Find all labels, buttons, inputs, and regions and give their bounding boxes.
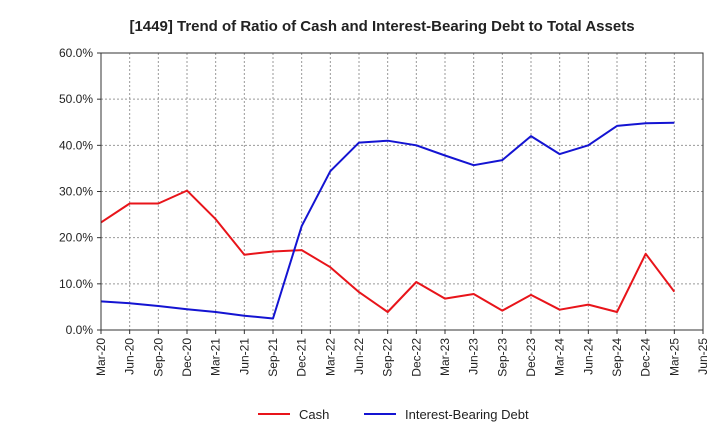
y-tick-label: 10.0%: [59, 277, 93, 291]
y-tick-label: 30.0%: [59, 185, 93, 199]
x-axis: Mar-20 Jun-20 Sep-20 Dec-20 Mar-21 Jun-21 Sep-…: [94, 330, 710, 377]
x-tick-label: Dec-22: [409, 338, 423, 377]
x-tick-label: Jun-23: [467, 338, 481, 375]
x-tick-label: Jun-24: [581, 338, 595, 375]
series-line-1: [100, 121, 675, 320]
y-tick-label: 40.0%: [59, 138, 93, 152]
x-tick-label: Mar-23: [438, 338, 452, 376]
x-tick-label: Jun-20: [123, 338, 137, 375]
x-tick-label: Sep-20: [151, 338, 165, 377]
x-tick-label: Sep-24: [610, 338, 624, 377]
x-tick-label: Mar-20: [94, 338, 108, 376]
y-tick-label: 0.0%: [66, 323, 94, 337]
y-tick-label: 50.0%: [59, 92, 93, 106]
x-tick-label: Jun-25: [696, 338, 710, 375]
x-tick-label: Mar-25: [667, 338, 681, 376]
x-tick-label: Jun-22: [352, 338, 366, 375]
y-tick-label: 60.0%: [59, 46, 93, 60]
x-tick-label: Mar-21: [209, 338, 223, 376]
x-tick-label: Dec-24: [639, 338, 653, 377]
x-tick-label: Sep-23: [495, 338, 509, 377]
x-tick-label: Dec-23: [524, 338, 538, 377]
x-tick-label: Sep-22: [381, 338, 395, 377]
legend: Cash Interest-Bearing Debt: [258, 407, 529, 422]
series-lines: [100, 121, 676, 320]
grid: [101, 53, 703, 330]
legend-label-1: Interest-Bearing Debt: [405, 407, 529, 422]
x-tick-label: Mar-22: [323, 338, 337, 376]
y-axis: 0.0% 10.0% 20.0% 30.0% 40.0% 50.0% 60.0%: [59, 46, 101, 337]
series-line-0: [100, 189, 676, 313]
x-tick-label: Dec-20: [180, 338, 194, 377]
y-tick-label: 20.0%: [59, 231, 93, 245]
legend-label-0: Cash: [299, 407, 329, 422]
x-tick-label: Jun-21: [237, 338, 251, 375]
plot-frame: [100, 52, 704, 331]
chart-title: [1449] Trend of Ratio of Cash and Intere…: [129, 18, 634, 35]
x-tick-label: Mar-24: [553, 338, 567, 376]
x-tick-label: Sep-21: [266, 338, 280, 377]
x-tick-label: Dec-21: [295, 338, 309, 377]
